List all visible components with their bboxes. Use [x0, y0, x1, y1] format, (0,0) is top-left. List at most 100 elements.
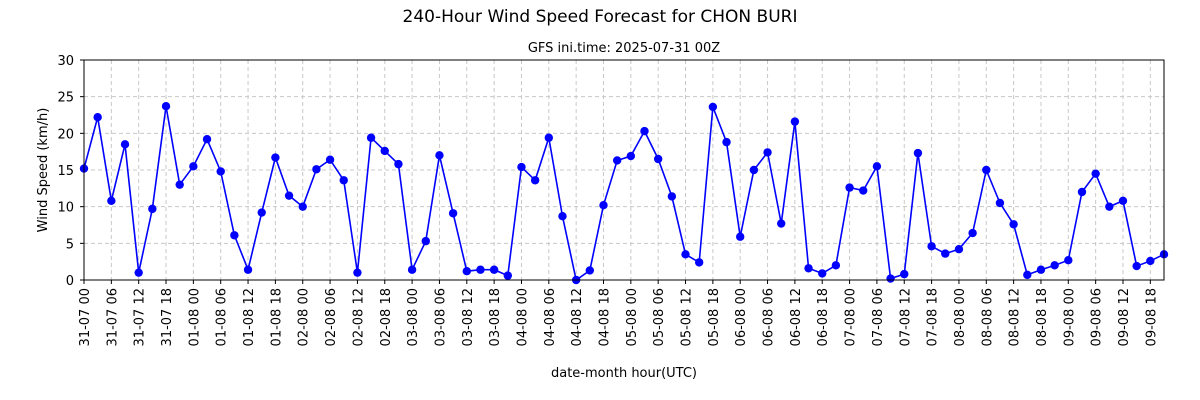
- data-point: [708, 102, 718, 112]
- data-point: [366, 133, 376, 142]
- y-tick-label: 20: [57, 127, 74, 142]
- data-point: [394, 159, 403, 169]
- grid-layer: [84, 60, 1164, 280]
- chart-title: 240-Hour Wind Speed Forecast for CHON BU…: [403, 7, 798, 27]
- data-point: [982, 165, 991, 175]
- data-point: [640, 126, 649, 136]
- data-point: [503, 271, 512, 280]
- x-axis-label: date-month hour(UTC): [551, 366, 697, 381]
- x-tick-label: 09-08 06: [1090, 288, 1105, 346]
- x-tick-label: 04-08 00: [515, 288, 530, 346]
- x-tick-label: 09-08 18: [1144, 288, 1159, 346]
- data-point: [407, 265, 417, 274]
- x-tick-label: 03-08 00: [406, 288, 421, 346]
- x-tick-label: 01-08 18: [269, 288, 284, 346]
- data-point: [599, 201, 608, 210]
- data-point: [530, 176, 540, 185]
- data-point: [421, 236, 430, 246]
- data-point: [872, 162, 882, 171]
- data-point: [1105, 202, 1114, 211]
- data-point: [1064, 256, 1073, 265]
- y-tick-label: 15: [57, 164, 74, 179]
- data-point: [216, 167, 225, 176]
- data-point: [134, 268, 143, 277]
- data-point: [230, 231, 239, 240]
- data-point: [435, 151, 444, 160]
- x-tick-label: 03-08 12: [461, 288, 476, 346]
- data-point: [161, 102, 171, 111]
- x-tick-label: 08-08 06: [980, 288, 995, 346]
- data-point: [749, 165, 759, 175]
- x-tick-label: 01-08 12: [242, 288, 257, 346]
- data-point: [271, 153, 280, 162]
- x-tick-label: 07-08 12: [898, 288, 913, 346]
- data-point: [243, 265, 253, 274]
- data-point: [1146, 256, 1155, 266]
- x-tick-label: 06-08 06: [762, 288, 777, 346]
- plot-area-frame: [83, 59, 1165, 281]
- data-point: [612, 156, 622, 165]
- x-tick-label: 07-08 06: [871, 288, 886, 346]
- wind-speed-line: [83, 106, 1165, 282]
- x-tick-label: 08-08 00: [953, 288, 968, 346]
- data-point: [585, 266, 595, 275]
- data-point: [653, 154, 663, 164]
- x-tick-label: 08-08 18: [1035, 288, 1050, 346]
- chart-subtitle: GFS ini.time: 2025-07-31 00Z: [528, 41, 720, 56]
- data-point: [462, 267, 471, 276]
- data-point: [1036, 265, 1046, 274]
- x-tick-label: 09-08 00: [1062, 288, 1077, 346]
- data-point: [831, 261, 841, 270]
- data-point: [544, 133, 554, 142]
- x-tick-label: 31-07 12: [133, 288, 148, 346]
- x-tick-label: 04-08 18: [597, 288, 612, 346]
- x-tick-label: 03-08 18: [488, 288, 503, 346]
- x-tick-label: 05-08 00: [625, 288, 640, 346]
- data-point: [722, 137, 731, 147]
- data-point: [694, 258, 704, 267]
- data-point: [1077, 187, 1087, 197]
- x-tick-label: 02-08 00: [297, 288, 312, 346]
- data-point: [339, 176, 348, 185]
- data-point: [968, 228, 977, 238]
- y-axis-label: Wind Speed (km/h): [36, 108, 51, 233]
- y-tick-label: 0: [66, 274, 74, 289]
- x-tick-label: 01-08 00: [187, 288, 202, 346]
- data-point: [763, 148, 772, 157]
- y-tick-label: 25: [57, 91, 74, 106]
- data-point: [954, 245, 964, 254]
- data-point: [175, 180, 184, 189]
- data-point: [380, 146, 389, 156]
- data-point: [900, 269, 909, 279]
- y-tick-label: 5: [66, 237, 74, 252]
- data-point: [1091, 169, 1100, 178]
- data-point: [517, 162, 526, 172]
- data-point: [995, 198, 1005, 208]
- x-tick-label: 07-08 18: [926, 288, 941, 346]
- x-tick-label: 09-08 12: [1117, 288, 1132, 346]
- data-point: [845, 183, 854, 192]
- x-tick-label: 01-08 06: [215, 288, 230, 346]
- x-tick-label: 03-08 06: [433, 288, 448, 346]
- data-point: [93, 113, 102, 122]
- data-point: [476, 265, 485, 274]
- data-point: [804, 264, 813, 273]
- data-point: [681, 250, 690, 259]
- data-point: [1023, 270, 1032, 280]
- x-tick-label: 31-07 06: [105, 288, 120, 346]
- x-tick-label: 31-07 18: [160, 288, 175, 346]
- data-point: [189, 162, 198, 171]
- x-tick-label: 04-08 06: [543, 288, 558, 346]
- data-point: [107, 196, 116, 205]
- data-point: [1009, 220, 1018, 229]
- data-point: [298, 202, 307, 211]
- data-point: [284, 191, 294, 200]
- data-point: [489, 265, 499, 274]
- data-point: [353, 268, 362, 277]
- data-point: [558, 212, 567, 221]
- data-point: [736, 232, 745, 241]
- data-point: [913, 148, 923, 158]
- x-tick-label: 06-08 00: [734, 288, 749, 346]
- data-point: [448, 209, 458, 218]
